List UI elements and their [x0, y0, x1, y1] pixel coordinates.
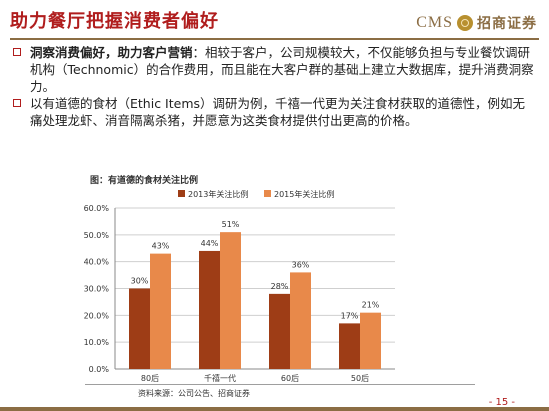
y-tick-label: 0.0% — [89, 365, 110, 374]
legend-swatch — [264, 190, 271, 197]
data-label: 51% — [222, 220, 240, 229]
checkbox-bullet-icon — [13, 48, 21, 56]
source-note: 资料来源：公司公告、招商证券 — [138, 389, 250, 398]
page-number: - 15 - — [488, 397, 515, 408]
header-rule — [10, 38, 539, 40]
bullet-text: 以有道德的食材（Ethic Items）调研为例，千禧一代更为关注食材获取的道德… — [30, 96, 526, 128]
y-tick-label: 10.0% — [84, 338, 110, 347]
source-rule — [85, 384, 475, 385]
data-label: 36% — [292, 260, 310, 269]
legend-label: 2013年关注比例 — [188, 189, 248, 199]
footer-bar — [0, 407, 549, 411]
logo-seal-icon — [457, 15, 473, 31]
data-label: 21% — [362, 301, 380, 310]
x-tick-label: 80后 — [141, 373, 159, 383]
y-tick-label: 40.0% — [84, 258, 110, 267]
data-label: 44% — [201, 239, 219, 248]
bar — [199, 250, 220, 369]
x-tick-label: 千禧一代 — [204, 373, 236, 383]
y-tick-label: 60.0% — [84, 204, 110, 213]
data-label: 28% — [271, 282, 289, 291]
bar — [360, 312, 381, 369]
logo: CMS 招商证券 — [416, 13, 537, 33]
bullet-item: 以有道德的食材（Ethic Items）调研为例，千禧一代更为关注食材获取的道德… — [12, 95, 534, 129]
legend-swatch — [178, 190, 185, 197]
data-label: 17% — [341, 311, 359, 320]
checkbox-bullet-icon — [13, 99, 21, 107]
bar — [339, 323, 360, 369]
bar — [290, 272, 311, 369]
bar — [269, 293, 290, 369]
x-tick-label: 60后 — [281, 373, 299, 383]
slide-title: 助力餐厅把握消费者偏好 — [10, 11, 219, 32]
bar — [150, 253, 171, 369]
bar — [129, 288, 150, 369]
y-tick-label: 30.0% — [84, 285, 110, 294]
x-tick-label: 50后 — [351, 373, 369, 383]
data-label: 30% — [131, 277, 149, 286]
y-tick-label: 50.0% — [84, 231, 110, 240]
bullet-text: ：相较于客户，公司规模较大，不仅能够负担与专业餐饮调研机构（Technomic）… — [30, 45, 534, 94]
bullet-list: 洞察消费偏好，助力客户营销：相较于客户，公司规模较大，不仅能够负担与专业餐饮调研… — [12, 44, 534, 129]
logo-text: CMS — [416, 14, 453, 31]
legend-label: 2015年关注比例 — [274, 189, 334, 199]
logo-name: 招商证券 — [477, 16, 537, 32]
bar — [220, 232, 241, 369]
bullet-item: 洞察消费偏好，助力客户营销：相较于客户，公司规模较大，不仅能够负担与专业餐饮调研… — [12, 44, 534, 95]
data-label: 43% — [152, 242, 170, 251]
bullet-bold: 洞察消费偏好，助力客户营销 — [30, 45, 193, 60]
chart-caption: 图：有道德的食材关注比例 — [90, 176, 199, 186]
y-tick-label: 20.0% — [84, 311, 110, 320]
